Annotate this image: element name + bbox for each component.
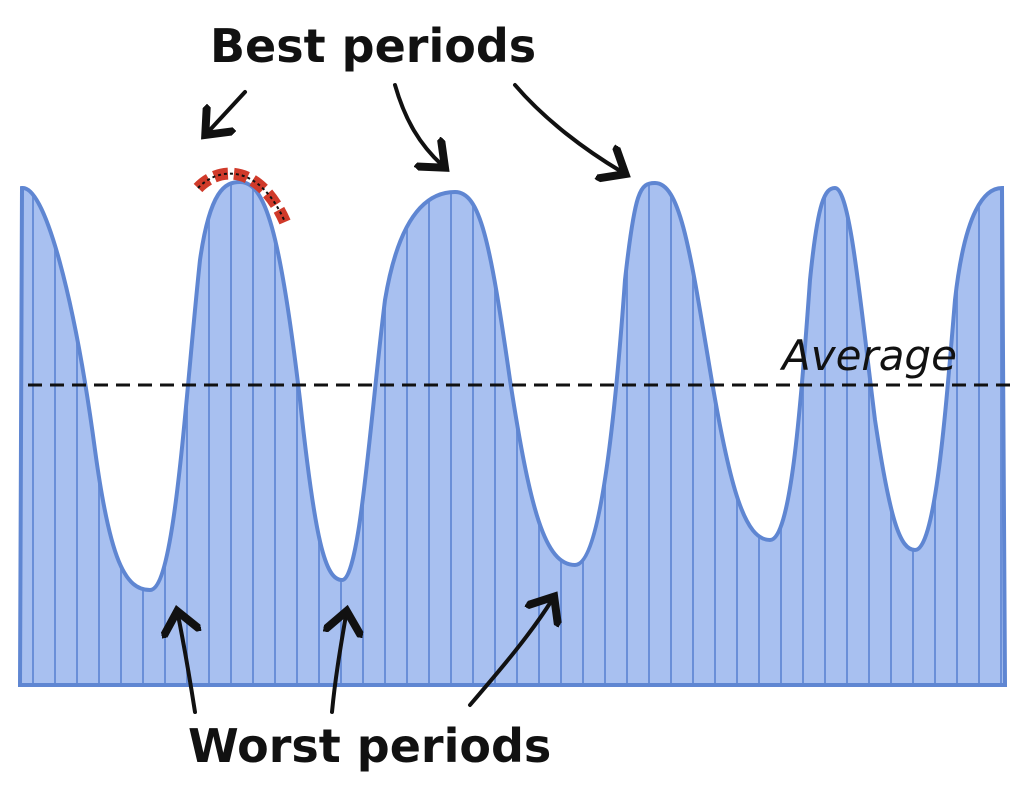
wave-area — [17, 179, 1008, 687]
best-highlight — [193, 167, 291, 225]
worst-label: Worst periods — [188, 719, 551, 773]
arrows — [178, 83, 622, 714]
best-label: Best periods — [210, 19, 536, 73]
average-label: Average — [779, 331, 957, 380]
arrow — [208, 90, 247, 132]
arrow — [178, 615, 195, 714]
arrow — [393, 83, 442, 165]
arrow — [332, 615, 346, 714]
arrow — [468, 600, 552, 707]
arrow — [513, 83, 622, 172]
